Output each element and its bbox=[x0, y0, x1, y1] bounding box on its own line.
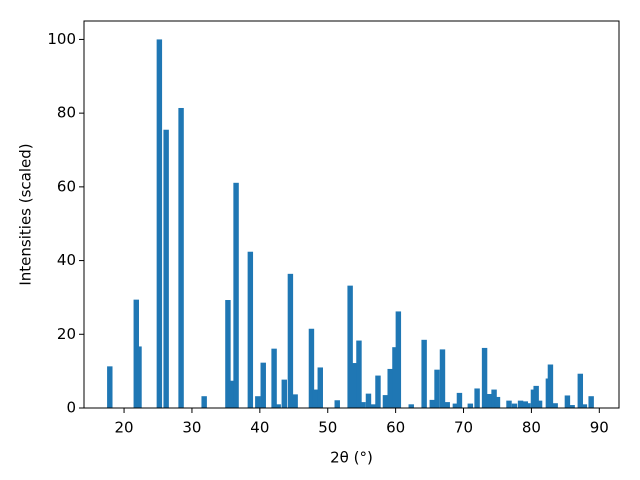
bar bbox=[156, 39, 163, 409]
bar bbox=[225, 300, 231, 408]
y-tick-label: 60 bbox=[57, 177, 76, 195]
bar bbox=[178, 107, 184, 409]
bar bbox=[356, 340, 362, 408]
bar bbox=[581, 404, 588, 408]
bar bbox=[201, 396, 207, 408]
bar bbox=[136, 346, 142, 408]
x-tick-label: 60 bbox=[386, 419, 405, 437]
bar bbox=[292, 394, 298, 408]
bar bbox=[494, 396, 501, 408]
bar bbox=[347, 285, 353, 408]
bar bbox=[271, 348, 277, 408]
y-tick-label: 20 bbox=[57, 325, 76, 343]
bar bbox=[317, 367, 323, 408]
bar bbox=[491, 389, 497, 408]
bar bbox=[375, 375, 381, 408]
x-axis-label: 2θ (°) bbox=[330, 449, 373, 467]
bar bbox=[163, 129, 169, 408]
bar bbox=[387, 368, 393, 408]
bar bbox=[552, 403, 558, 408]
y-tick-label: 80 bbox=[57, 104, 76, 122]
bar bbox=[287, 273, 294, 408]
bar bbox=[260, 362, 266, 408]
bar bbox=[392, 347, 398, 408]
bar bbox=[408, 404, 414, 408]
y-axis-label: Intensities (scaled) bbox=[17, 143, 35, 285]
bar bbox=[533, 385, 539, 408]
bar bbox=[569, 405, 575, 408]
bar bbox=[308, 328, 315, 408]
bar bbox=[506, 400, 512, 408]
bar bbox=[229, 380, 235, 408]
bar bbox=[456, 392, 463, 408]
bar bbox=[247, 251, 254, 408]
x-tick-label: 50 bbox=[318, 419, 337, 437]
bar bbox=[434, 369, 440, 408]
bar bbox=[382, 395, 389, 408]
bar bbox=[517, 400, 524, 408]
bar bbox=[334, 400, 340, 408]
bar bbox=[312, 389, 319, 408]
x-tick-label: 90 bbox=[590, 419, 609, 437]
bar bbox=[525, 403, 531, 408]
bar bbox=[511, 403, 518, 408]
bar bbox=[577, 373, 584, 408]
x-tick-label: 70 bbox=[454, 419, 473, 437]
bar bbox=[467, 403, 474, 408]
y-tick-label: 0 bbox=[66, 399, 76, 417]
bar bbox=[536, 400, 543, 408]
bar bbox=[365, 393, 372, 408]
bar bbox=[421, 339, 427, 408]
x-tick-label: 80 bbox=[522, 419, 541, 437]
bar bbox=[444, 402, 450, 408]
y-tick-label: 40 bbox=[57, 251, 76, 269]
bar bbox=[395, 311, 402, 408]
bar bbox=[370, 404, 376, 408]
bar bbox=[351, 363, 357, 408]
bar bbox=[275, 404, 281, 408]
bar bbox=[474, 388, 480, 408]
bar bbox=[486, 393, 493, 408]
bar bbox=[588, 396, 594, 408]
x-tick-label: 20 bbox=[115, 419, 134, 437]
bar bbox=[429, 399, 436, 408]
bar bbox=[360, 402, 366, 408]
x-tick-label: 30 bbox=[182, 419, 201, 437]
bar bbox=[107, 366, 113, 408]
x-tick-label: 40 bbox=[250, 419, 269, 437]
bar bbox=[439, 349, 446, 408]
bar bbox=[255, 396, 261, 408]
bar bbox=[547, 364, 554, 408]
bar bbox=[481, 347, 488, 408]
bar bbox=[452, 403, 459, 408]
bar bbox=[233, 182, 239, 408]
plot-frame bbox=[83, 20, 620, 409]
bar bbox=[564, 395, 571, 408]
bar bbox=[281, 379, 288, 408]
y-tick-label: 100 bbox=[47, 30, 76, 48]
